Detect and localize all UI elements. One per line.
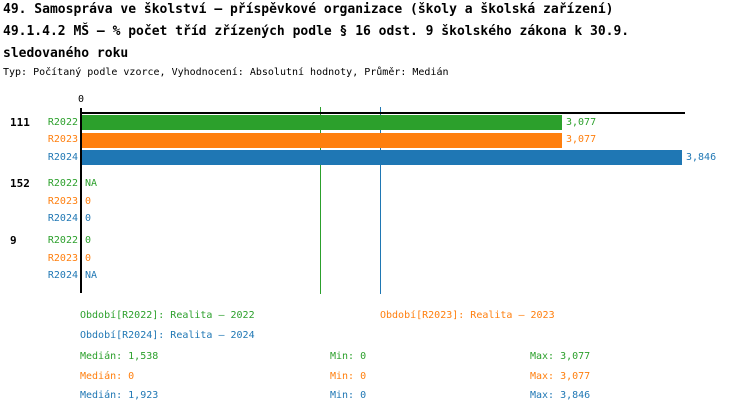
legend-item-r2024: Období[R2024]: Realita – 2024 [80, 330, 255, 341]
value-label: NA [85, 178, 98, 189]
chart-title-line-3: sledovaného roku [3, 46, 129, 61]
value-label: 3,077 [566, 134, 597, 145]
series-label: R2024 [47, 270, 78, 281]
stat-median-r2024: Medián: 1,923 [80, 390, 159, 401]
chart-meta-line: Typ: Počítaný podle vzorce, Vyhodnocení:… [3, 67, 449, 78]
x-axis-tick-zero: 0 [77, 94, 85, 105]
group-label: 152 [10, 177, 30, 190]
stat-max-r2024: Max: 3,846 [530, 390, 591, 401]
chart-title-line-1: 49. Samospráva ve školství – příspěvkové… [3, 2, 614, 17]
chart-title-line-2: 49.1.4.2 MŠ – % počet tříd zřízených pod… [3, 24, 630, 39]
value-label: 0 [85, 235, 92, 246]
value-label: 0 [85, 195, 92, 207]
median-line-r2022 [320, 107, 321, 294]
series-label: R2022 [47, 116, 78, 128]
series-label: R2023 [47, 134, 78, 145]
value-label: NA [85, 270, 98, 281]
value-label: 3,077 [566, 116, 597, 128]
value-label: 0 [85, 252, 92, 264]
bar-r2024 [82, 150, 682, 165]
group-label: 111 [10, 115, 30, 129]
stat-median-r2022: Medián: 1,538 [80, 351, 159, 362]
series-label: R2023 [47, 195, 78, 207]
value-label: 3,846 [686, 151, 717, 163]
stat-max-r2022: Max: 3,077 [530, 351, 591, 362]
stat-max-r2023: Max: 3,077 [530, 371, 591, 382]
x-axis-line [80, 112, 685, 114]
y-axis-line [80, 108, 82, 293]
series-label: R2024 [47, 213, 78, 224]
stat-median-r2023: Medián: 0 [80, 371, 135, 382]
bar-r2023 [82, 132, 562, 148]
legend-item-r2023: Období[R2023]: Realita – 2023 [380, 310, 555, 321]
stat-min-r2023: Min: 0 [330, 371, 367, 382]
stat-min-r2022: Min: 0 [330, 351, 367, 362]
series-label: R2022 [47, 178, 78, 189]
median-line-r2024 [380, 107, 381, 294]
group-label: 9 [10, 234, 17, 247]
legend-item-r2022: Období[R2022]: Realita – 2022 [80, 310, 255, 321]
series-label: R2023 [47, 252, 78, 264]
series-label: R2024 [47, 151, 78, 163]
stat-min-r2024: Min: 0 [330, 390, 367, 401]
value-label: 0 [85, 213, 92, 224]
bar-r2022 [82, 115, 562, 130]
series-label: R2022 [47, 235, 78, 246]
